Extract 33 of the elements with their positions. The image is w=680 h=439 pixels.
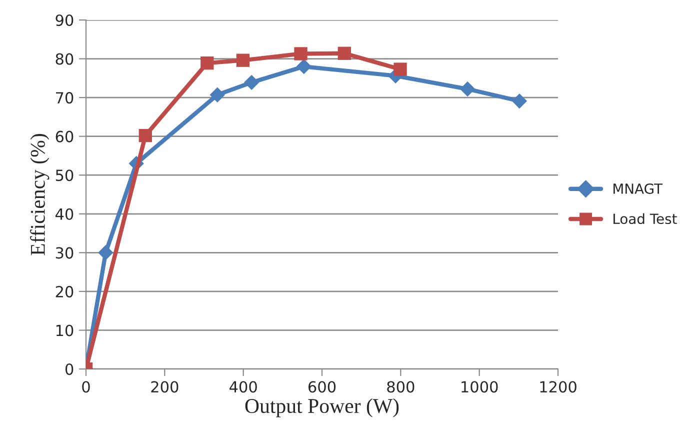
point: [394, 62, 407, 76]
y-tick-label: 40: [56, 208, 74, 220]
x-tick-label: 800: [387, 381, 414, 393]
y-tick-label: 20: [56, 286, 74, 298]
x-tick-label: 600: [308, 381, 336, 393]
y-axis-title: Efficiency (%): [30, 134, 50, 256]
y-tick-label: 70: [56, 92, 74, 104]
y-tick-label: 60: [56, 130, 74, 142]
x-tick-label: 200: [151, 381, 178, 393]
point: [338, 46, 352, 60]
x-axis-title: Output Power (W): [245, 398, 399, 418]
point: [512, 93, 528, 109]
y-tick-label: 90: [56, 14, 74, 26]
x-tick-label: 1200: [540, 381, 576, 393]
y-tick-label: 30: [56, 247, 74, 259]
x-tick-label: 400: [230, 381, 257, 393]
point: [200, 56, 214, 70]
point: [210, 87, 225, 102]
y-tick-label: 50: [56, 170, 74, 182]
x-tick-label: 1000: [462, 381, 498, 393]
point: [244, 74, 260, 90]
point: [294, 47, 308, 60]
legend-label: Load Test: [614, 213, 677, 224]
point: [138, 128, 152, 142]
y-tick-label: 80: [56, 53, 74, 65]
x-tick-label: 0: [82, 381, 90, 393]
point: [236, 54, 250, 67]
y-tick-label: 10: [56, 324, 74, 336]
point: [98, 245, 114, 260]
point: [460, 81, 476, 97]
legend-label: MNAGT: [614, 183, 663, 194]
point: [296, 58, 312, 74]
y-tick-label: 0: [65, 363, 74, 376]
